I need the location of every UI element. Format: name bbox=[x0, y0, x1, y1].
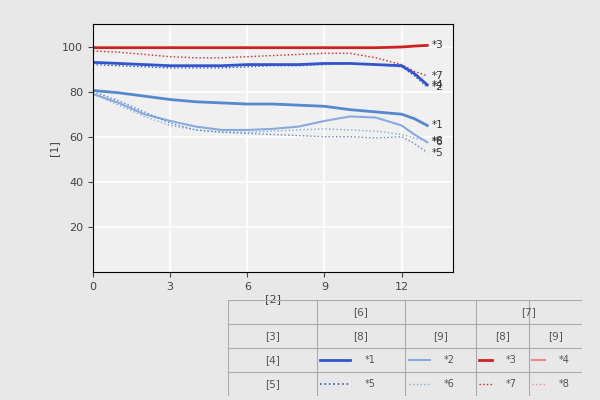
Text: *1: *1 bbox=[431, 120, 443, 130]
Text: [3]: [3] bbox=[265, 331, 280, 341]
Text: [5]: [5] bbox=[265, 379, 280, 389]
Text: [9]: [9] bbox=[548, 331, 563, 341]
Text: *5: *5 bbox=[431, 148, 443, 158]
Text: *6: *6 bbox=[431, 137, 443, 147]
Text: *3: *3 bbox=[431, 40, 443, 50]
Text: [7]: [7] bbox=[521, 307, 536, 317]
Text: [9]: [9] bbox=[433, 331, 448, 341]
Text: *1: *1 bbox=[364, 355, 375, 365]
Text: *4: *4 bbox=[431, 80, 443, 90]
Text: *5: *5 bbox=[364, 379, 375, 389]
Text: *7: *7 bbox=[506, 379, 517, 389]
Text: [8]: [8] bbox=[353, 331, 368, 341]
Text: [6]: [6] bbox=[353, 307, 368, 317]
Text: [4]: [4] bbox=[265, 355, 280, 365]
Text: *8: *8 bbox=[559, 379, 570, 389]
Text: *7: *7 bbox=[431, 71, 443, 81]
Y-axis label: [1]: [1] bbox=[49, 140, 59, 156]
Text: *6: *6 bbox=[444, 379, 455, 389]
Text: *2: *2 bbox=[431, 82, 443, 92]
Text: *4: *4 bbox=[559, 355, 570, 365]
Text: *8: *8 bbox=[431, 136, 443, 146]
X-axis label: [2]: [2] bbox=[265, 294, 281, 304]
Text: *2: *2 bbox=[444, 355, 455, 365]
Text: [8]: [8] bbox=[495, 331, 510, 341]
Text: *3: *3 bbox=[506, 355, 517, 365]
